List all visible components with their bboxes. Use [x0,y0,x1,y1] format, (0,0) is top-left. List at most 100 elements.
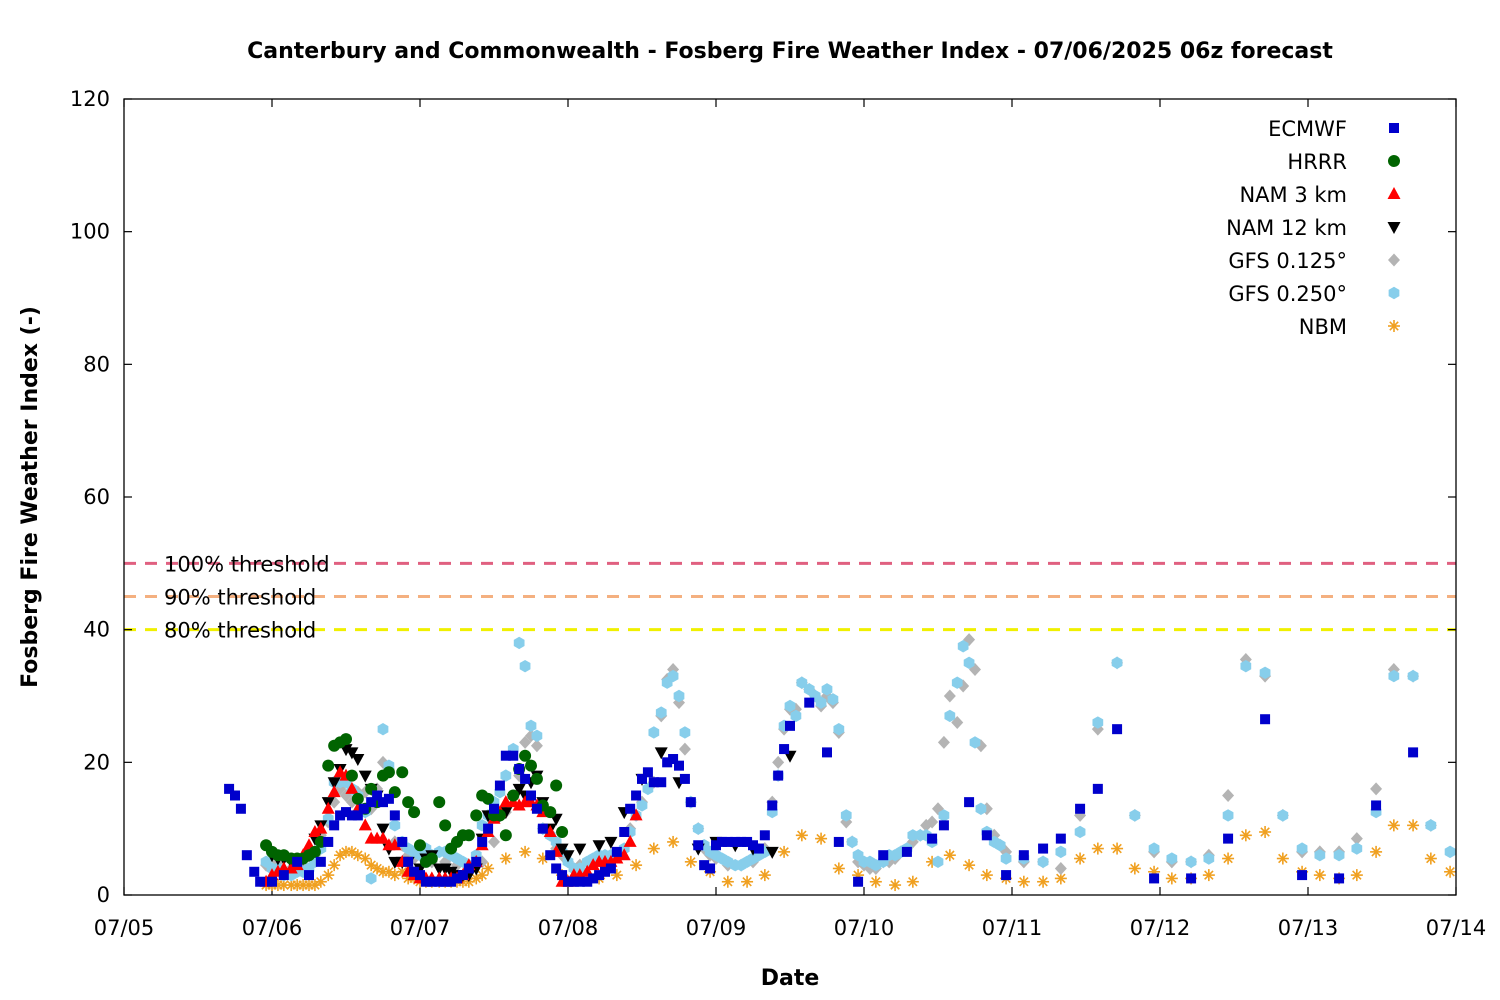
data-point [957,640,969,653]
data-point [1037,875,1050,888]
data-point [1388,669,1400,683]
data-point [525,759,537,772]
data-point [623,834,637,847]
data-point [765,846,779,859]
data-point [647,842,660,855]
data-point [1055,845,1067,859]
data-point [563,876,573,887]
data-point [1074,825,1086,839]
data-point [1223,833,1234,844]
data-point [352,810,363,821]
data-point [1166,852,1178,865]
data-point [853,876,864,887]
data-point [512,798,526,811]
data-point [1408,747,1419,758]
data-point [604,836,618,849]
data-point [346,810,357,821]
data-point [525,719,537,733]
data-point [642,767,653,778]
legend-label: NAM 12 km [1226,216,1347,240]
data-point [943,689,956,703]
data-point [1091,842,1104,855]
data-point [684,855,697,868]
data-point [1239,829,1252,842]
data-point [508,750,519,761]
data-point [530,772,543,785]
legend-marker [1388,253,1400,267]
data-point [1371,800,1382,811]
data-point [433,796,446,809]
data-point [537,823,548,834]
data-point [833,722,845,736]
data-point [1111,842,1124,855]
legend-label: NAM 3 km [1239,183,1347,207]
data-point [944,709,956,723]
data-point [767,800,778,811]
data-point [372,790,383,801]
data-point [1092,716,1104,729]
data-point [530,739,543,753]
data-point [322,759,335,772]
data-point [1055,833,1066,844]
data-point [975,802,987,815]
data-point [224,783,235,794]
data-point [531,803,542,814]
data-point [1350,869,1363,882]
legend-marker [1388,320,1400,332]
data-point [619,826,630,837]
data-point [329,820,340,831]
data-point [408,806,421,819]
x-tick-label: 07/09 [686,916,747,940]
data-point [340,733,352,746]
data-points [224,633,1457,892]
data-point [351,792,364,805]
data-point [519,845,532,858]
threshold-label: 100% threshold [164,552,330,576]
x-tick-label: 07/11 [982,916,1043,940]
series-gfs-0-250- [260,636,1456,885]
legend: ECMWF HRRR NAM 3 km NAM 12 km GFS 0.125° GFS … [1226,117,1401,339]
data-point [414,839,426,852]
data-point [994,839,1006,852]
data-point [964,797,975,808]
data-point [1297,870,1308,881]
data-point [832,862,845,875]
data-point [610,851,624,864]
data-point [667,835,680,848]
data-point [1129,809,1141,822]
data-point [514,763,525,774]
data-point [1111,656,1123,670]
data-point [815,696,827,709]
data-point [673,689,685,703]
data-point [345,781,359,794]
data-point [1222,852,1235,865]
data-point [730,836,741,847]
legend-label: ECMWF [1268,117,1347,141]
data-point [500,750,511,761]
data-point [555,843,569,856]
data-point [557,870,568,881]
data-point [397,836,408,847]
data-point [963,859,976,872]
data-point [463,863,474,874]
data-point [655,706,667,719]
data-point [1240,659,1252,673]
data-point [351,754,365,767]
data-point [457,870,468,881]
data-point [741,875,754,888]
data-point [513,636,525,650]
data-point [308,824,322,837]
data-point [1444,845,1456,859]
data-point [586,858,600,871]
data-point [1148,842,1160,855]
data-point [617,848,631,861]
legend-label: HRRR [1287,150,1347,174]
data-point [678,742,691,756]
data-point [1222,789,1235,802]
data-point [938,820,949,831]
data-point [327,777,341,790]
data-point [742,836,753,847]
data-point [322,869,335,882]
data-point [674,760,684,771]
data-point [753,843,764,854]
